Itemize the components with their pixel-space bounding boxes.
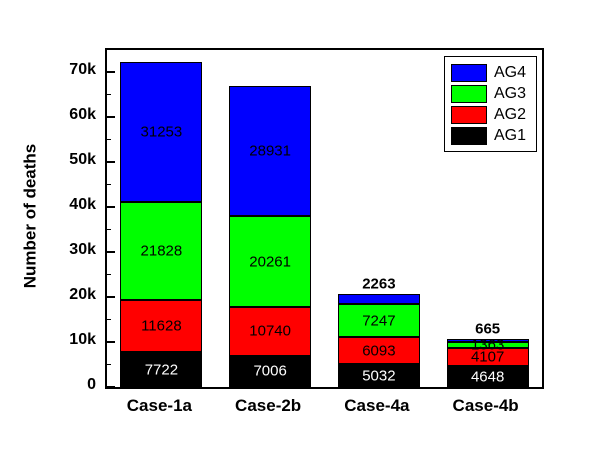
bar-segment-ag1	[229, 355, 312, 387]
bar-segment-ag4	[229, 86, 312, 217]
legend-swatch-ag2	[450, 105, 487, 124]
y-major-tick	[107, 386, 115, 388]
bar-segment-ag2	[446, 347, 529, 367]
bar-segment-ag2	[229, 307, 312, 356]
legend-label: AG3	[493, 84, 526, 102]
y-major-tick	[107, 206, 115, 209]
y-minor-tick	[107, 319, 111, 321]
bar-value-label: 6093	[362, 342, 396, 360]
bar-value-label: 7247	[362, 312, 396, 330]
legend-label: AG1	[493, 126, 526, 144]
y-minor-tick	[107, 139, 111, 141]
bar-segment-ag1	[337, 364, 420, 387]
y-minor-tick	[107, 94, 111, 96]
y-axis-title: Number of deaths	[20, 143, 40, 289]
y-minor-tick	[107, 184, 111, 186]
category-label: Case-1a	[126, 396, 192, 415]
bar-segment-ag2	[337, 337, 420, 365]
y-major-tick	[107, 296, 115, 299]
legend-entry-ag4: AG4	[450, 62, 526, 83]
category-label: Case-4a	[344, 396, 410, 415]
y-tick-label: 10k	[69, 331, 96, 349]
legend-swatch-ag3	[450, 84, 487, 103]
bar-segment-ag1	[120, 352, 203, 387]
bar-value-label: 665	[475, 320, 501, 338]
bar-value-label: 5032	[362, 367, 396, 385]
y-tick-label: 20k	[69, 286, 96, 304]
bar-segment-ag3	[337, 304, 420, 337]
legend-swatch-ag4	[450, 63, 487, 82]
y-major-tick	[107, 116, 115, 119]
category-label: Case-4b	[452, 396, 519, 415]
bar-value-label: 7006	[253, 362, 287, 380]
bar-value-label: 1363	[470, 336, 505, 354]
y-major-tick	[107, 251, 115, 254]
bar-value-label: 2263	[362, 275, 396, 293]
legend-entry-ag1: AG1	[450, 125, 526, 146]
y-tick-label: 70k	[69, 61, 96, 79]
plot-area: AG4 AG3 AG2 AG1 7722 11628 21828 31253 7006 1074…	[105, 48, 544, 389]
y-tick-label: 50k	[69, 151, 96, 169]
y-tick-label: 0	[87, 376, 96, 393]
bar-value-label: 4648	[470, 368, 505, 386]
legend-label: AG4	[493, 63, 526, 81]
bar-segment-ag3	[446, 341, 529, 348]
y-minor-tick	[107, 274, 111, 276]
y-major-tick	[107, 341, 115, 344]
bar-value-label: 11628	[141, 317, 182, 335]
bar-value-label: 28931	[249, 142, 291, 160]
y-tick-label: 30k	[69, 241, 96, 259]
y-minor-tick	[107, 364, 111, 366]
bar-value-label: 21828	[140, 242, 183, 260]
bar-segment-ag4	[337, 294, 420, 305]
legend-entry-ag3: AG3	[450, 83, 526, 104]
bar-value-label: 10740	[249, 322, 291, 340]
y-major-tick	[107, 71, 115, 74]
bar-segment-ag3	[229, 216, 312, 308]
bar-segment-ag4	[120, 61, 203, 202]
y-tick-label: 60k	[69, 106, 96, 124]
y-major-tick	[107, 161, 115, 164]
legend-entry-ag2: AG2	[450, 104, 526, 125]
bar-segment-ag3	[120, 201, 203, 301]
bar-value-label: 31253	[140, 123, 183, 141]
legend: AG4 AG3 AG2 AG1	[443, 56, 537, 152]
bar-value-label: 4107	[470, 348, 505, 366]
bar-segment-ag1	[446, 366, 529, 387]
legend-swatch-ag1	[450, 126, 487, 145]
bar-value-label: 20261	[249, 253, 291, 271]
bar-value-label: 7722	[144, 361, 179, 379]
category-label: Case-2b	[235, 396, 302, 415]
y-minor-tick	[107, 229, 111, 231]
bar-segment-ag4	[446, 338, 529, 342]
bar-segment-ag2	[120, 300, 203, 353]
y-tick-label: 40k	[69, 196, 96, 214]
legend-label: AG2	[493, 105, 526, 123]
